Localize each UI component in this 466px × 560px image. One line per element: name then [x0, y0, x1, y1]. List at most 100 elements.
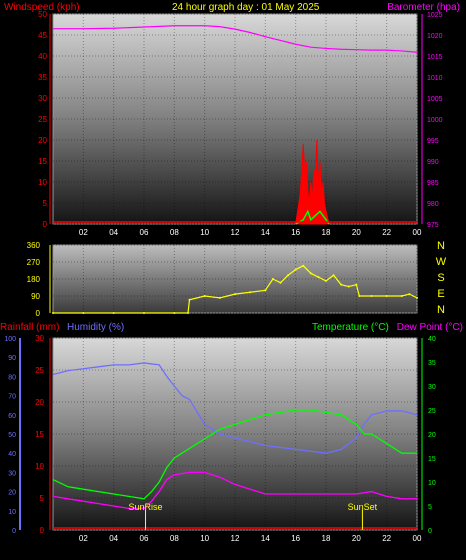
- wind-direction-point: [203, 295, 206, 297]
- windspeed-tick-label: 0: [43, 220, 48, 229]
- compass-letter-n-bottom: N: [437, 304, 445, 316]
- windspeed-tick-label: 45: [38, 31, 47, 40]
- barometer-tick-label: 1025: [427, 12, 443, 19]
- wind-direction-point: [408, 293, 411, 296]
- wind-direction-point: [218, 296, 221, 299]
- wind-direction-point: [325, 279, 327, 282]
- wind-direction-point: [294, 268, 297, 271]
- temperature-axis-label: Temperature (°C): [312, 322, 389, 333]
- x-tick-label: 02: [79, 228, 88, 237]
- x-tick-label: 14: [261, 228, 270, 237]
- temperature-tick-label: 35: [428, 360, 436, 367]
- wind-direction-point: [112, 312, 115, 314]
- wind-barometer-plot-area: [52, 13, 418, 225]
- rainfall-tick-label: 30: [35, 334, 44, 343]
- windspeed-tick-label: 15: [38, 157, 47, 166]
- wind-direction-point: [143, 312, 145, 314]
- chart-title: 24 hour graph day : 01 May 2025: [172, 2, 320, 13]
- compass-letter-n-top: N: [437, 240, 445, 252]
- wind-direction-trace: [53, 265, 418, 314]
- x-tick-label: 18: [322, 228, 331, 237]
- wind-direction-point: [332, 274, 335, 277]
- wind-direction-point: [385, 295, 388, 297]
- direction-tick-label: 360: [27, 241, 41, 250]
- wind-direction-point: [416, 296, 418, 299]
- barometer-tick-label: 980: [427, 201, 439, 208]
- wind-direction-point: [264, 289, 267, 292]
- barometer-tick-label: 1015: [427, 54, 443, 61]
- x-tick-label: 22: [382, 534, 391, 543]
- windspeed-tick-label: 25: [38, 115, 47, 124]
- wind-direction-point: [355, 283, 358, 286]
- x-tick-label: 00: [413, 534, 422, 543]
- wind-average-line: [295, 209, 330, 225]
- humidity-tick-label: 40: [8, 451, 16, 458]
- temperature-tick-label: 30: [428, 384, 436, 391]
- windspeed-tick-label: 35: [38, 73, 47, 82]
- temperature-tick-label: 15: [428, 456, 436, 463]
- barometer-tick-label: 1005: [427, 96, 443, 103]
- wind-direction-point: [82, 312, 85, 314]
- barometer-tick-label: 990: [427, 159, 439, 166]
- wind-direction-point: [173, 312, 176, 314]
- wind-direction-point: [186, 312, 189, 314]
- wind-direction-point: [302, 264, 305, 267]
- sunset-label: SunSet: [348, 502, 378, 512]
- windspeed-tick-label: 40: [38, 52, 47, 61]
- compass-letter-e: E: [437, 288, 444, 300]
- windspeed-tick-label: 50: [38, 10, 47, 19]
- temperature-tick-label: 25: [428, 408, 436, 415]
- x-tick-label: 10: [200, 534, 209, 543]
- wind-direction-point: [400, 295, 403, 297]
- rainfall-tick-label: 15: [35, 430, 44, 439]
- x-tick-label: 16: [291, 534, 300, 543]
- humidity-tick-label: 100: [4, 336, 16, 343]
- wind-direction-point: [370, 295, 373, 297]
- x-tick-label: 08: [170, 228, 179, 237]
- humidity-tick-label: 50: [8, 432, 16, 439]
- wind-direction-point: [340, 283, 343, 286]
- humidity-tick-label: 60: [8, 413, 16, 420]
- x-tick-label: 10: [200, 228, 209, 237]
- x-tick-label: 22: [382, 228, 391, 237]
- windspeed-axis-label: Windspeed (kph): [4, 2, 80, 13]
- barometer-tick-label: 1010: [427, 75, 443, 82]
- temperature-tick-label: 10: [428, 480, 436, 487]
- barometer-tick-label: 995: [427, 138, 439, 145]
- windspeed-tick-label: 20: [38, 136, 47, 145]
- rainfall-tick-label: 5: [40, 494, 45, 503]
- wind-direction-point: [249, 291, 252, 294]
- rainfall-tick-label: 0: [40, 526, 45, 535]
- dewpoint-axis-label: Dew Point (°C): [397, 322, 463, 333]
- wind-direction-point: [309, 272, 312, 275]
- x-tick-label: 14: [261, 534, 270, 543]
- barometer-tick-label: 1020: [427, 33, 443, 40]
- sunrise-label: SunRise: [129, 502, 163, 512]
- x-tick-label: 00: [413, 228, 422, 237]
- wind-direction-point: [287, 274, 290, 277]
- barometer-line: [53, 25, 418, 53]
- rainfall-tick-label: 25: [35, 366, 44, 375]
- barometer-tick-label: 975: [427, 222, 439, 229]
- x-tick-label: 06: [140, 228, 149, 237]
- humidity-tick-label: 10: [8, 509, 16, 516]
- dewpoint-line: [52, 471, 417, 510]
- temperature-tick-label: 0: [428, 528, 432, 535]
- temperature-tick-label: 5: [428, 504, 432, 511]
- humidity-tick-label: 70: [8, 394, 16, 401]
- humidity-line: [52, 362, 418, 454]
- wind-direction-point: [234, 293, 236, 296]
- x-tick-label: 08: [170, 534, 179, 543]
- x-tick-label: 12: [231, 534, 240, 543]
- rainfall-axis-label: Rainfall (mm): [0, 322, 59, 333]
- humidity-tick-label: 80: [8, 374, 16, 381]
- x-tick-label: 06: [140, 534, 149, 543]
- wind-direction-point: [317, 276, 320, 279]
- humidity-tick-label: 30: [8, 470, 16, 477]
- compass-letter-w: W: [436, 256, 447, 268]
- compass-labels: N W S E N: [436, 240, 447, 316]
- wind-direction-point: [52, 312, 54, 314]
- temperature-tick-label: 40: [428, 336, 436, 343]
- direction-tick-label: 90: [31, 292, 40, 301]
- direction-tick-label: 0: [36, 309, 41, 318]
